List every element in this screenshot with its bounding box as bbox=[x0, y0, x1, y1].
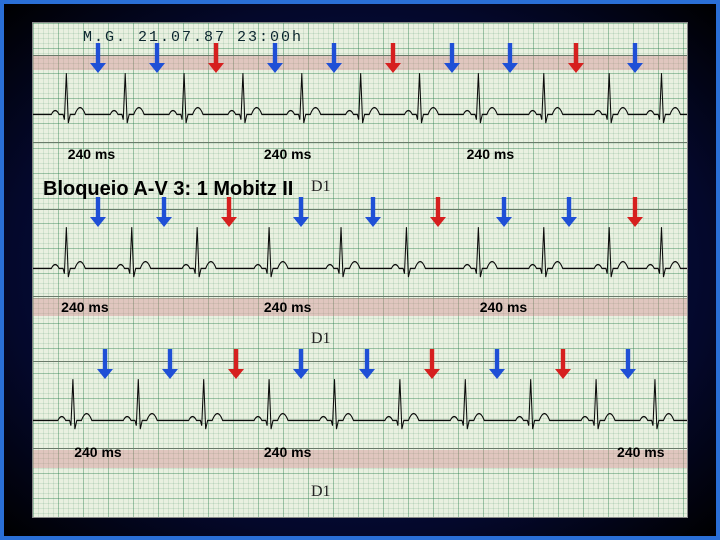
pr-interval-label: 240 ms bbox=[615, 443, 666, 461]
ecg-strip bbox=[33, 361, 687, 449]
ecg-strip bbox=[33, 55, 687, 143]
ecg-strip bbox=[33, 209, 687, 297]
pr-interval-label: 240 ms bbox=[262, 298, 313, 316]
lead-label: D1 bbox=[311, 178, 331, 196]
patient-header: M.G. 21.07.87 23:00h bbox=[83, 29, 303, 46]
calibration-band bbox=[33, 450, 687, 468]
pr-interval-label: 240 ms bbox=[465, 145, 516, 163]
slide-frame: M.G. 21.07.87 23:00h Bloqueio A-V 3: 1 M… bbox=[0, 0, 720, 540]
ecg-trace bbox=[33, 56, 687, 142]
diagnosis-title: Bloqueio A-V 3: 1 Mobitz II bbox=[43, 178, 293, 201]
pr-interval-label: 240 ms bbox=[72, 443, 123, 461]
ecg-paper: M.G. 21.07.87 23:00h Bloqueio A-V 3: 1 M… bbox=[32, 22, 688, 518]
pr-interval-label: 240 ms bbox=[66, 145, 117, 163]
pr-interval-label: 240 ms bbox=[262, 443, 313, 461]
ecg-trace bbox=[33, 362, 687, 448]
ecg-trace bbox=[33, 210, 687, 296]
pr-interval-label: 240 ms bbox=[59, 298, 110, 316]
lead-label: D1 bbox=[311, 330, 331, 348]
calibration-band bbox=[33, 298, 687, 316]
pr-interval-label: 240 ms bbox=[478, 298, 529, 316]
pr-interval-label: 240 ms bbox=[262, 145, 313, 163]
lead-label: D1 bbox=[311, 483, 331, 501]
